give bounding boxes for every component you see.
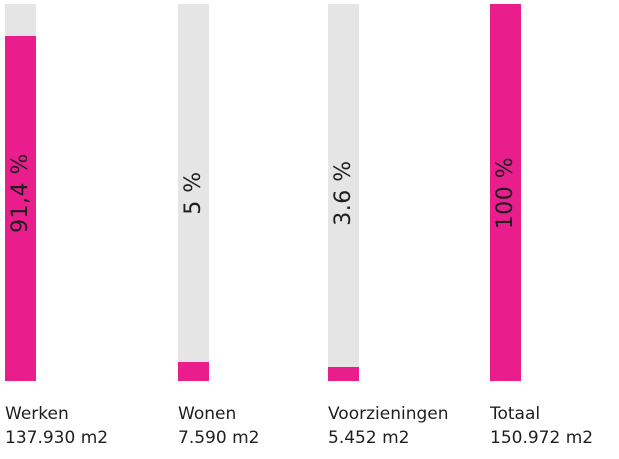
category-name-voorzieningen: Voorzieningen: [328, 404, 449, 424]
bar-track-werken: 91,4 %: [5, 4, 36, 381]
category-label-werken: Werken 137.930 m2: [5, 402, 108, 450]
category-name-totaal: Totaal: [490, 404, 541, 424]
bar-percent-label-werken: 91,4 %: [7, 152, 33, 233]
category-label-voorzieningen: Voorzieningen 5.452 m2: [328, 402, 449, 450]
category-name-wonen: Wonen: [178, 404, 237, 424]
category-label-totaal: Totaal 150.972 m2: [490, 402, 593, 450]
bar-wonen: [178, 362, 209, 381]
category-area-wonen: 7.590 m2: [178, 428, 260, 448]
bar-percent-label-wonen: 5 %: [180, 170, 206, 215]
bar-totaal: [490, 4, 521, 381]
bar-voorzieningen: [328, 367, 359, 381]
category-area-voorzieningen: 5.452 m2: [328, 428, 410, 448]
category-name-werken: Werken: [5, 404, 69, 424]
bar-track-voorzieningen: 3.6 %: [328, 4, 359, 381]
bar-track-totaal: 100 %: [490, 4, 521, 381]
bar-percent-label-totaal: 100 %: [492, 156, 518, 229]
category-label-wonen: Wonen 7.590 m2: [178, 402, 259, 450]
bar-percent-label-voorzieningen: 3.6 %: [330, 159, 356, 226]
category-area-werken: 137.930 m2: [5, 428, 109, 448]
category-area-totaal: 150.972 m2: [490, 428, 594, 448]
bar-track-wonen: 5 %: [178, 4, 209, 381]
bar-werken: [5, 36, 36, 381]
